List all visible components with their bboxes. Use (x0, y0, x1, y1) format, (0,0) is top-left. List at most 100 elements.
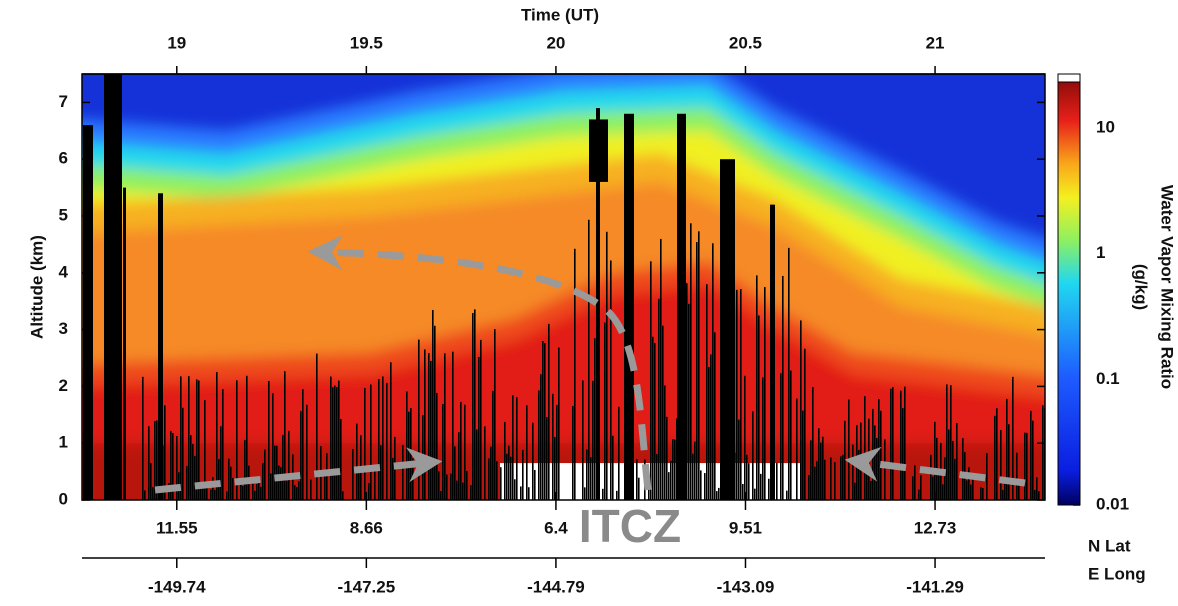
cloud (144, 490, 146, 500)
cloud (418, 339, 420, 500)
cloud (796, 398, 798, 500)
y-tick-label: 0 (59, 489, 68, 508)
cloud (476, 429, 478, 500)
cloud (450, 473, 452, 500)
x-tick-label: 21 (926, 33, 945, 52)
cloud (716, 491, 718, 500)
cloud-column (677, 113, 686, 500)
cloud (590, 457, 592, 500)
cloud (982, 488, 984, 500)
cloud (820, 442, 822, 500)
tick-label: 12.73 (914, 518, 957, 537)
y-tick-label: 1 (59, 433, 68, 452)
cloud (802, 410, 804, 500)
cloud (1034, 489, 1036, 500)
cloud (352, 448, 354, 500)
cloud (356, 423, 358, 500)
cloud (738, 419, 740, 500)
cloud (582, 380, 584, 500)
cloud (510, 456, 512, 500)
cloud-column (158, 193, 163, 500)
cloud-column (589, 119, 608, 182)
cloud (538, 390, 540, 500)
cloud (206, 486, 208, 500)
cloud-column (104, 74, 122, 500)
cloud (954, 458, 956, 500)
cloud (962, 438, 964, 500)
cloud (752, 411, 754, 500)
cloud (492, 390, 494, 500)
cloud (156, 420, 158, 500)
cloud (380, 445, 382, 500)
cloud (262, 463, 264, 500)
cloud (594, 338, 596, 500)
cloud (1012, 376, 1014, 500)
cloud (934, 421, 936, 500)
cloud (406, 391, 408, 500)
cloud (432, 309, 434, 500)
cloud (754, 488, 756, 500)
cloud (382, 376, 384, 500)
y-tick-label: 2 (59, 376, 68, 395)
cloud (296, 487, 298, 500)
cloud (718, 487, 720, 500)
cloud (278, 465, 280, 500)
cloud (542, 340, 544, 500)
cloud (460, 401, 462, 500)
x-tick-label: 19 (167, 33, 186, 52)
cloud (230, 466, 232, 500)
cloud (586, 449, 588, 500)
cloud (558, 347, 560, 500)
cloud (660, 238, 662, 500)
cloud (182, 407, 184, 500)
y-tick-label: 4 (59, 262, 69, 281)
cloud (1036, 477, 1038, 500)
y-label: Altitude (km) (27, 235, 46, 339)
cloud (892, 387, 894, 500)
cloud (548, 323, 550, 500)
cloud (330, 376, 332, 500)
cloud (762, 377, 764, 500)
colorbar-tick-label: 0.01 (1096, 494, 1129, 513)
cloud (810, 440, 812, 500)
cloud (748, 463, 750, 500)
cloud (212, 477, 214, 500)
cloud (430, 360, 432, 500)
colorbar-tick-label: 10 (1096, 117, 1115, 136)
cloud (402, 445, 404, 500)
cloud (522, 449, 524, 500)
cloud (1016, 452, 1018, 500)
cloud (930, 454, 932, 500)
x-title: Time (UT) (521, 5, 599, 24)
cloud (692, 453, 694, 500)
y-tick-label: 3 (59, 319, 68, 338)
cloud-column (770, 204, 775, 500)
cloud (506, 453, 508, 500)
cloud (458, 432, 460, 500)
cloud (714, 332, 716, 500)
cloud (508, 445, 510, 500)
cloud (768, 478, 770, 500)
cloud (834, 462, 836, 500)
cloud (946, 384, 948, 500)
colorbar-tick-label: 1 (1096, 243, 1105, 262)
cloud (552, 393, 554, 500)
x-tick-label: 19.5 (350, 33, 383, 52)
cloud (938, 471, 940, 500)
cloud (880, 410, 882, 500)
cloud (686, 283, 688, 500)
cloud (656, 454, 658, 500)
cloud (844, 420, 846, 500)
cloud (442, 404, 444, 500)
cloud (410, 407, 412, 500)
cloud (744, 375, 746, 500)
cloud (1024, 432, 1026, 500)
cloud (176, 435, 178, 500)
cloud (260, 486, 262, 500)
cloud (980, 487, 982, 500)
cloud (874, 425, 876, 500)
colorbar-tick-label: 0.1 (1096, 369, 1120, 388)
cloud (216, 371, 218, 500)
cloud (654, 342, 656, 500)
arrow (844, 446, 1026, 487)
